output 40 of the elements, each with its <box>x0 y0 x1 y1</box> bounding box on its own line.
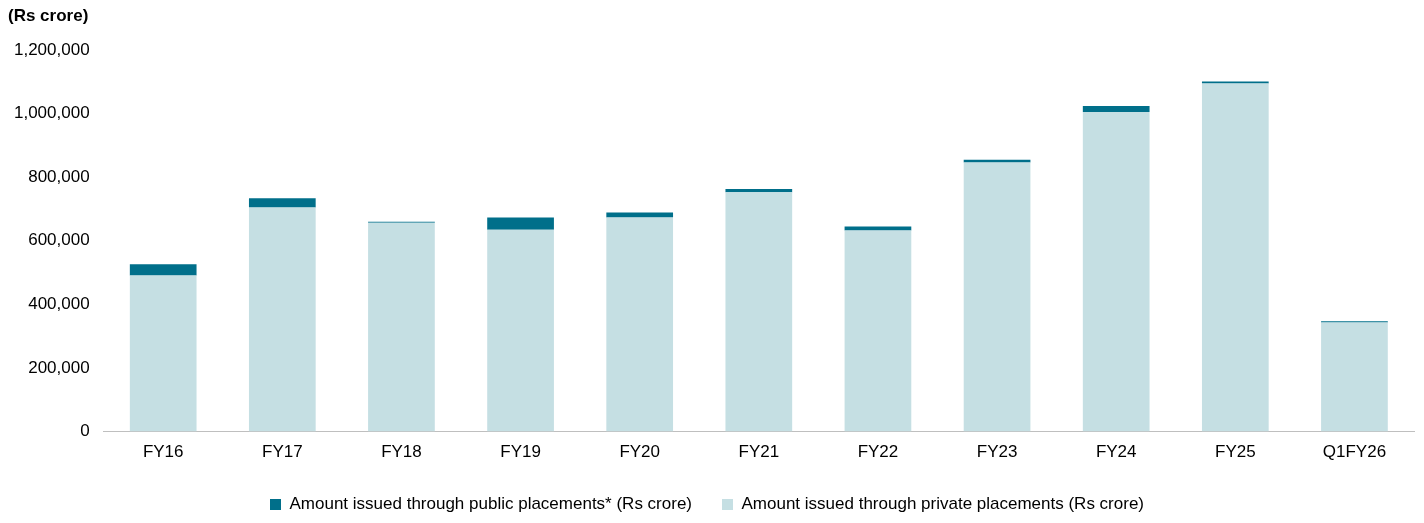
bar <box>129 275 197 432</box>
bar <box>248 207 316 432</box>
bar <box>844 226 912 231</box>
y-tick-label: 1,000,000 <box>13 103 90 123</box>
bar <box>606 217 674 432</box>
bar <box>844 230 912 432</box>
legend-label: Amount issued through private placements (Rs crore) <box>741 494 1145 514</box>
bar <box>248 198 316 208</box>
x-tick-label: FY18 <box>381 442 422 462</box>
x-tick-label: FY17 <box>262 442 303 462</box>
x-tick-label: FY21 <box>738 442 780 462</box>
x-tick-label: FY19 <box>500 442 541 462</box>
bar <box>725 192 793 432</box>
x-tick-label: FY25 <box>1214 442 1256 462</box>
bar <box>1082 112 1150 432</box>
x-tick-label: FY22 <box>857 442 899 462</box>
bar <box>487 217 554 230</box>
bar <box>487 229 554 432</box>
y-tick-label: 0 <box>80 421 90 441</box>
x-tick-label: Q1FY26 <box>1322 442 1387 462</box>
bar <box>725 188 793 193</box>
x-tick-label: FY16 <box>142 442 184 462</box>
bar <box>1321 322 1388 432</box>
bar <box>606 212 674 218</box>
y-tick-label: 1,200,000 <box>13 39 90 59</box>
y-tick-label: 400,000 <box>28 294 90 314</box>
y-axis-title: (Rs crore) <box>8 6 89 26</box>
y-tick-label: 600,000 <box>28 230 90 250</box>
x-tick-label: FY23 <box>976 442 1018 462</box>
y-tick-label: 800,000 <box>28 166 90 186</box>
bar <box>963 162 1031 432</box>
bar <box>129 264 197 276</box>
bar <box>963 159 1031 163</box>
legend-label: Amount issued through public placements* (Rs crore) <box>289 494 693 514</box>
bar <box>1082 105 1150 113</box>
bar <box>1201 83 1269 432</box>
bar <box>368 222 435 432</box>
y-tick-label: 200,000 <box>28 357 90 377</box>
x-tick-label: FY20 <box>619 442 661 462</box>
x-tick-label: FY24 <box>1095 442 1137 462</box>
